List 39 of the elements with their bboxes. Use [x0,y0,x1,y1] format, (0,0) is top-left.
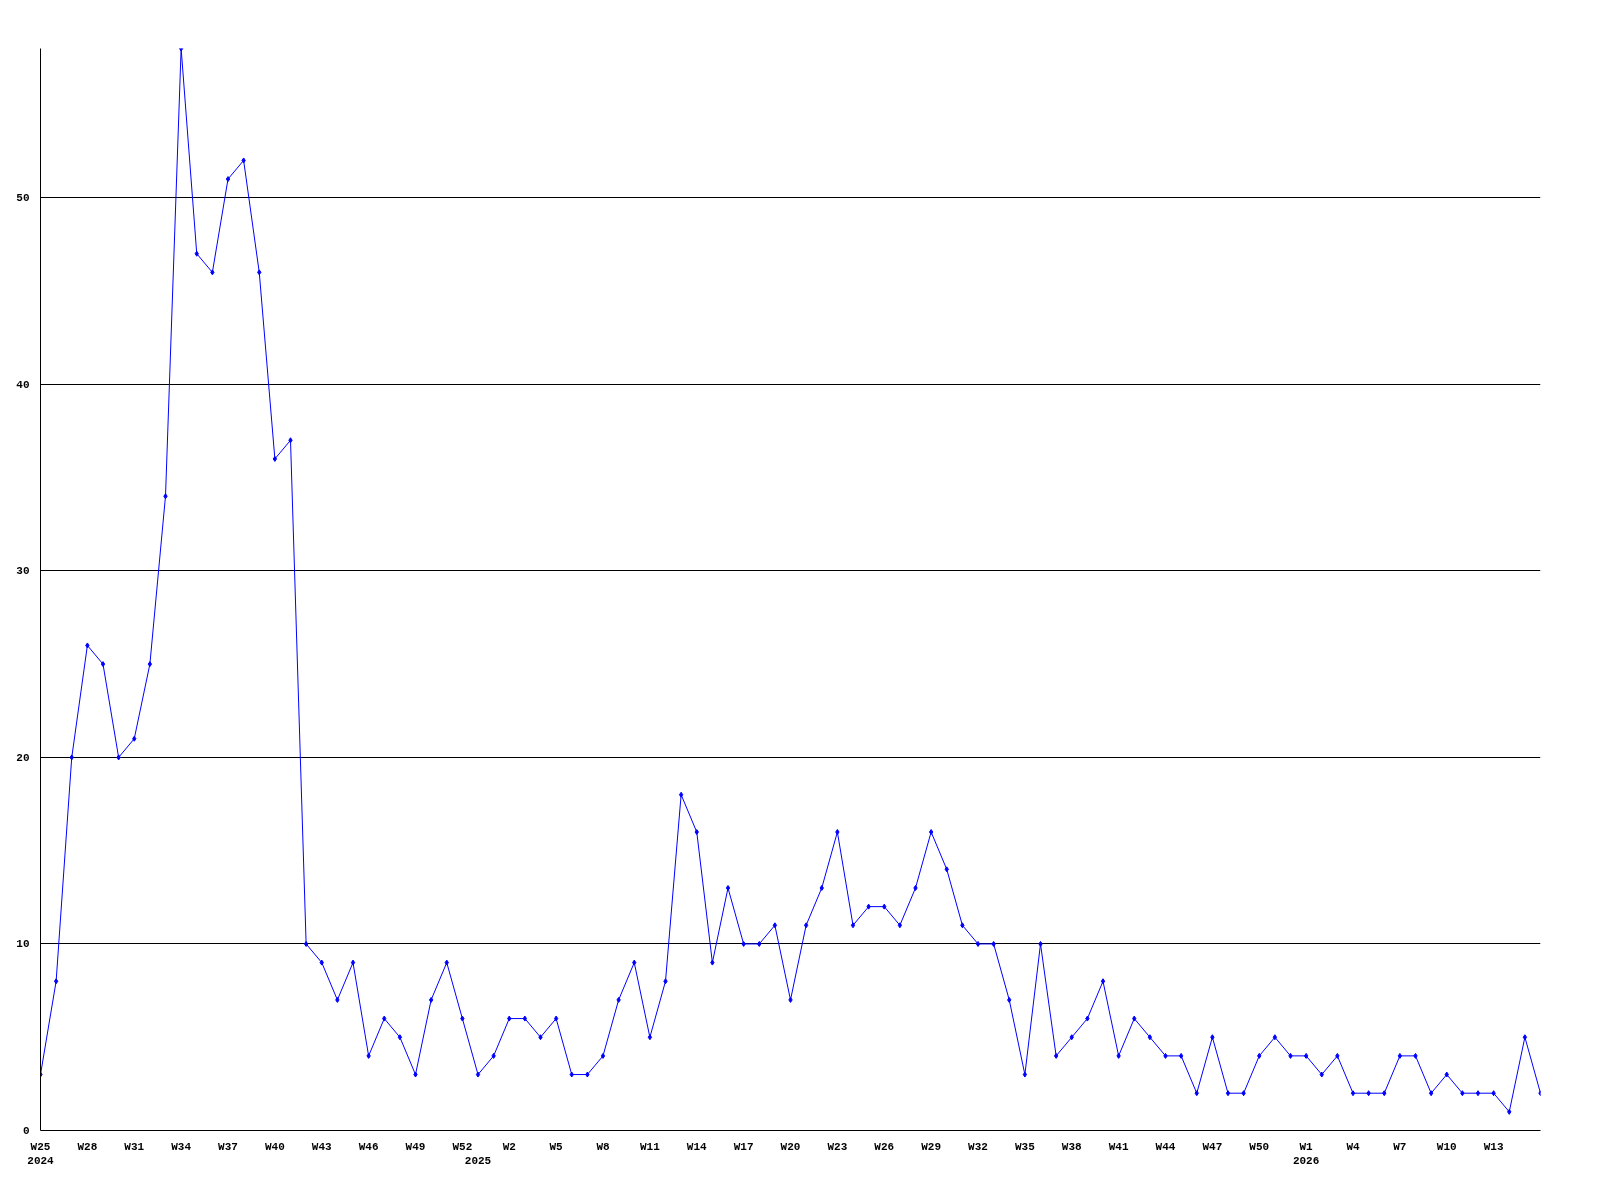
x-tick-label: W52 [452,1140,473,1153]
x-tick-label: W2 [502,1140,516,1153]
x-tick-label: W26 [874,1140,895,1153]
x-tick-label: W14 [686,1140,708,1153]
x-tick-label: W37 [218,1140,238,1153]
x-tick-label: W5 [549,1140,564,1153]
x-tick-label: W38 [1061,1140,1083,1153]
x-tick-label: W44 [1155,1140,1176,1153]
y-tick-label: 40 [16,378,30,391]
x-tick-label: W40 [264,1140,285,1153]
x-tick-label: 2025 [464,1154,492,1167]
x-tick-label: W13 [1483,1140,1504,1153]
x-tick-label: W43 [311,1140,333,1153]
x-tick-label: W31 [124,1140,145,1153]
y-tick-label: 0 [22,1125,30,1137]
y-tick-label: 10 [16,938,30,951]
x-tick-label: W49 [405,1140,426,1153]
x-tick-label: W20 [780,1140,801,1153]
x-tick-label: W29 [921,1140,942,1153]
x-tick-label: W10 [1436,1140,1457,1153]
x-tick-label: W7 [1393,1140,1407,1153]
x-tick-label: W32 [968,1140,988,1153]
x-tick-label: W41 [1108,1140,1129,1153]
x-tick-label: W50 [1249,1140,1270,1153]
x-tick-label: W1 2026 [1292,1140,1320,1167]
x-tick-label: W34 [171,1140,192,1153]
x-tick-label: W47 [1202,1140,1223,1153]
x-tick-label: W23 [827,1140,848,1153]
x-tick-label: W46 [358,1140,379,1153]
x-tick-label: W35 [1014,1140,1036,1153]
x-tick-label: W8 [596,1140,610,1153]
y-tick-label: 50 [16,192,30,205]
x-tick-label: W17 [733,1140,754,1153]
x-tick-label: W28 [77,1140,98,1153]
x-tick-label: W11 [639,1140,661,1153]
x-tick-label: W4 [1346,1140,1360,1153]
y-tick-label: 30 [16,565,30,578]
x-tick-label: W25 2024 [27,1140,55,1167]
y-tick-label: 20 [16,751,30,764]
